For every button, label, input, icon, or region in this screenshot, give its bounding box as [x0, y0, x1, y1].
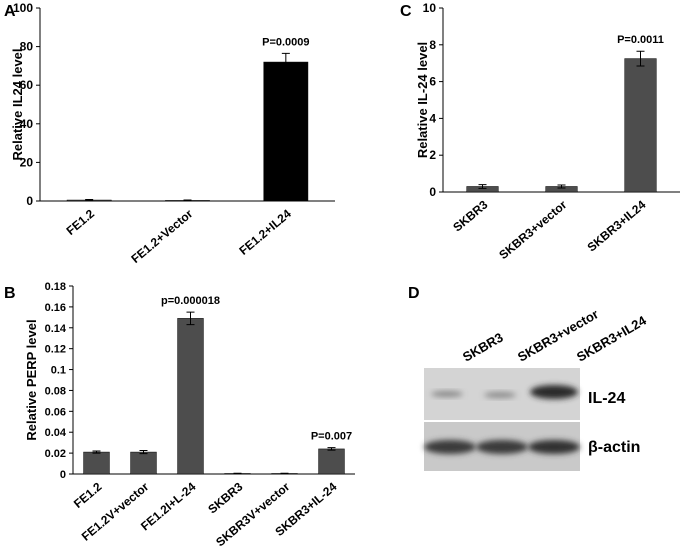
lane-label: SKBR3 — [460, 330, 506, 365]
band-label: IL-24 — [588, 390, 625, 407]
y-tick-label: 0 — [60, 469, 66, 481]
annotation: P=0.0011 — [617, 34, 664, 46]
annotation: p=0.000018 — [161, 295, 220, 307]
error-bar — [186, 311, 195, 326]
y-tick-label: 10 — [423, 1, 437, 15]
y-tick-label: 100 — [13, 1, 33, 15]
band — [528, 440, 580, 454]
y-tick-label: 80 — [20, 40, 34, 54]
bar — [130, 451, 157, 475]
x-tick-label: FE1.2+Vector — [128, 206, 195, 266]
y-axis-title: Relative PERP level — [24, 319, 39, 440]
band — [431, 391, 463, 397]
y-tick-label: 8 — [429, 38, 436, 52]
y-tick-label: 0 — [429, 185, 436, 199]
bar — [624, 58, 657, 193]
x-tick-label: SKBR3 — [450, 197, 490, 234]
y-axis-title: Relative IL-24 level — [415, 42, 430, 158]
error-bar — [92, 450, 101, 454]
annotation: P=0.007 — [311, 431, 352, 443]
annotation: P=0.0009 — [262, 36, 309, 48]
y-tick-label: 0.1 — [51, 365, 66, 377]
x-tick-label: FE1.2 — [71, 479, 105, 511]
error-bar — [183, 199, 192, 202]
bar — [318, 448, 345, 475]
panel-label: D — [408, 285, 420, 302]
error-bar — [139, 450, 148, 455]
y-tick-label: 20 — [20, 155, 34, 169]
y-tick-label: 0 — [26, 194, 33, 208]
y-tick-label: 0.06 — [45, 406, 66, 418]
x-tick-label: SKBR3+IL24 — [585, 197, 649, 254]
x-tick-label: SKBR3+vector — [496, 197, 569, 262]
band-label: β-actin — [588, 439, 640, 456]
panel-label: C — [400, 3, 412, 20]
y-tick-label: 2 — [429, 148, 436, 162]
error-bar — [85, 198, 94, 202]
error-bar — [478, 184, 487, 189]
bar — [83, 451, 110, 475]
y-tick-label: 40 — [20, 117, 34, 131]
y-tick-label: 0.02 — [45, 448, 66, 460]
x-tick-label: FE1.2+IL24 — [236, 206, 294, 257]
error-bar — [636, 50, 645, 67]
y-axis-title: Relative IL24 level — [10, 48, 25, 160]
y-tick-label: 0.14 — [45, 323, 67, 335]
y-tick-label: 6 — [429, 75, 436, 89]
y-tick-label: 0.18 — [45, 281, 66, 293]
y-tick-label: 0.16 — [45, 302, 66, 314]
panel-label: B — [4, 285, 16, 302]
error-bar — [281, 52, 290, 72]
bar — [177, 318, 204, 475]
y-tick-label: 4 — [429, 111, 436, 125]
bar — [263, 61, 309, 202]
y-tick-label: 0.08 — [45, 385, 66, 397]
y-tick-label: 0.04 — [45, 427, 67, 439]
blot-panel: D SKBR3 SKBR3+vector SKBR3+IL24 IL-24 β-… — [408, 285, 649, 471]
x-tick-label: SKBR3 — [205, 479, 245, 516]
x-tick-label: FE1.2 — [64, 206, 98, 238]
band — [476, 440, 528, 454]
y-tick-label: 0.12 — [45, 344, 66, 356]
panel-label: A — [4, 3, 16, 20]
y-tick-label: 60 — [20, 78, 34, 92]
band — [530, 385, 578, 399]
band — [424, 440, 476, 454]
error-bar — [557, 184, 566, 189]
band — [484, 392, 516, 398]
error-bar — [327, 447, 336, 451]
